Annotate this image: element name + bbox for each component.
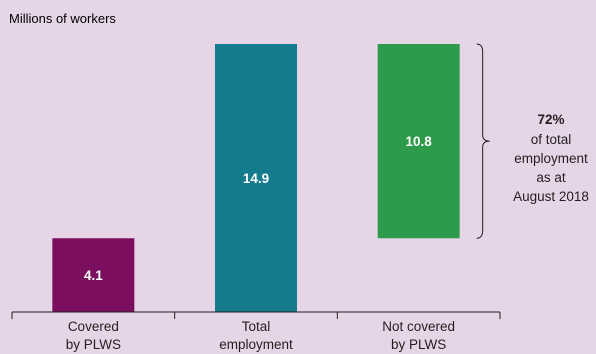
x-tick-label-2-0: Not covered [382, 319, 455, 334]
annotation-line-3: August 2018 [513, 189, 589, 204]
bar-value-label-2: 10.8 [406, 134, 433, 149]
annotation-line-2: as at [536, 170, 566, 185]
x-axis [11, 311, 501, 319]
category-labels: Covered by PLWS Total employment Not covered… [66, 319, 455, 352]
annotation-line-1: employment [514, 151, 588, 166]
bar-2 [377, 44, 460, 239]
share-annotation: 72% of total employment as at August 2018 [476, 43, 589, 239]
x-tick-label-1-0: Total [242, 319, 271, 334]
annotation-line-0: of total [531, 132, 572, 147]
bars-group: 4.1 14.9 10.8 [52, 44, 460, 312]
x-tick-label-0-0: Covered [68, 319, 119, 334]
brace-icon [476, 43, 490, 239]
y-axis-label: Millions of workers [9, 11, 116, 26]
bar-value-label-0: 4.1 [84, 268, 103, 283]
x-tick-label-1-1: employment [219, 337, 293, 352]
x-tick-label-0-1: by PLWS [66, 337, 121, 352]
bar-0 [52, 238, 135, 312]
annotation-percent: 72% [537, 112, 564, 127]
bar-value-label-1: 14.9 [243, 171, 269, 186]
bar-1 [215, 44, 297, 312]
x-tick-label-2-1: by PLWS [391, 337, 446, 352]
